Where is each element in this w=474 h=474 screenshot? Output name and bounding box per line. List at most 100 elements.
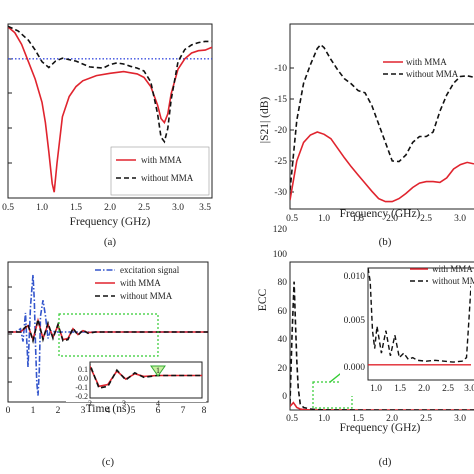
inset-ytick: -0.2 — [75, 392, 88, 401]
panel-c-xticks: 0 1 2 3 4 5 6 7 8 — [6, 406, 207, 416]
panel-b-legend: with MMA without MMA — [383, 57, 459, 79]
panel-d-inset-frame — [367, 267, 474, 381]
panel-b-ytick: -20 — [274, 126, 287, 136]
series-line-without-mma — [290, 281, 474, 410]
panel-a-xtick: 2.0 — [104, 203, 116, 213]
panel-b-xticks: 0.5 1.0 1.5 2.0 2.5 3.0 — [286, 214, 466, 224]
zoom-region-box — [58, 313, 159, 357]
panel-b-xtick: 1.0 — [318, 214, 330, 224]
panel-d-caption: (d) — [379, 456, 392, 468]
panel-a-plot-frame — [7, 23, 213, 199]
legend-label: with MMA — [141, 155, 182, 165]
panel-d-inset: 0.010 0.005 0.000 1.0 1.5 2.0 2.5 3.0 — [340, 266, 474, 396]
series-line-with-mma — [8, 26, 212, 193]
panel-b-ylabel: |S21| (dB) — [259, 97, 271, 144]
inset-series-line-without-mma — [368, 268, 471, 363]
legend-label: without MMA — [141, 173, 194, 183]
panel-d-inset-yticks: 0.010 0.005 0.000 — [344, 272, 366, 373]
panel-d-xtick: 1.0 — [318, 414, 330, 424]
panel-d-xtick: 1.5 — [352, 414, 364, 424]
panel-a-xtick: 3.0 — [172, 203, 184, 213]
panel-b-yticks: -10 -15 -20 -25 -30 — [274, 64, 287, 198]
panel-d-xlabel: Frequency (GHz) — [340, 422, 421, 434]
inset-ytick: 0.000 — [344, 363, 366, 373]
inset-xtick: 1.0 — [370, 384, 382, 394]
panel-d-legend: with MMA without MMA — [410, 264, 474, 286]
panel-d-xtick: 3.0 — [454, 414, 466, 424]
annotation-label: 1 — [156, 366, 160, 375]
panel-c-xtick: 3 — [81, 406, 86, 416]
panel-a: 0.5 1.0 1.5 2.0 2.5 3.0 3.5 Frequency (G… — [2, 23, 213, 248]
panel-b-ytick: -25 — [274, 157, 287, 167]
panel-c-inset: 0.1 0.0 -0.1 -0.2 2 3 4 1 — [66, 358, 206, 408]
panel-d-xtick: 2.0 — [386, 414, 398, 424]
panel-c-xtick: 5 — [131, 406, 136, 416]
panel-a-xtick: 2.5 — [138, 203, 150, 213]
panel-c-inset-frame — [89, 361, 203, 399]
panel-c-xtick: 8 — [202, 406, 207, 416]
series-line-without-mma — [8, 25, 212, 144]
legend-label: with MMA — [406, 57, 447, 67]
panel-d-ytick: 120 — [273, 225, 288, 235]
inset-xtick: 2.5 — [442, 384, 454, 394]
inset-ytick: 0.1 — [78, 365, 88, 374]
panel-a-caption: (a) — [104, 236, 117, 248]
legend-label: without MMA — [406, 69, 459, 79]
annotation-marker — [150, 365, 166, 377]
panel-c-xtick: 4 — [106, 406, 111, 416]
inset-xtick: 3 — [122, 399, 126, 408]
panel-a-xtick: 0.5 — [2, 203, 14, 213]
panel-c-inset-xticks: 2 3 4 — [88, 399, 160, 408]
panel-b-plot-frame — [289, 23, 474, 210]
panel-a-xtick: 3.5 — [199, 203, 211, 213]
panel-d-inset-xticks: 1.0 1.5 2.0 2.5 3.0 — [370, 384, 474, 394]
panel-d-ytick: 0 — [282, 392, 287, 402]
legend-label: without MMA — [120, 291, 173, 301]
panel-d-ytick: 20 — [278, 364, 288, 374]
legend-label: with MMA — [120, 278, 161, 288]
panel-d-ytick: 80 — [278, 278, 288, 288]
panel-c-ytick-marks — [8, 286, 12, 383]
panel-b-xtick: 2.5 — [420, 214, 432, 224]
panel-d-xtick: 0.5 — [286, 414, 298, 424]
panel-d-xtick: 2.5 — [420, 414, 432, 424]
panel-c-xtick: 2 — [56, 406, 61, 416]
panel-a-xtick: 1.0 — [36, 203, 48, 213]
panel-b-ytick: -10 — [274, 64, 287, 74]
panel-d-ytick: 40 — [278, 335, 288, 345]
panel-a-xticks: 0.5 1.0 1.5 2.0 2.5 3.0 3.5 — [2, 203, 211, 213]
series-line-without-mma — [290, 43, 474, 191]
panel-c-xtick: 6 — [156, 406, 161, 416]
panel-a-ytick-marks — [8, 58, 12, 164]
panel-b-ytick: -30 — [274, 188, 287, 198]
legend-label: excitation signal — [120, 265, 180, 275]
inset-xtick: 4 — [156, 399, 160, 408]
series-line-with-mma — [290, 401, 474, 410]
panel-b-xtick: 2.0 — [386, 214, 398, 224]
legend-label: with MMA — [432, 264, 473, 274]
panel-c: 0 1 2 3 4 5 6 7 8 Time (ns) excitation s… — [6, 261, 209, 468]
panel-c-caption: (c) — [102, 456, 115, 468]
panel-b-ytick: -15 — [274, 95, 287, 105]
panel-b-xlabel: Frequency (GHz) — [340, 208, 421, 220]
series-line-without-mma — [90, 362, 202, 390]
inset-xtick: 3.0 — [464, 384, 474, 394]
series-line-excitation-signal — [8, 274, 208, 396]
panel-b-caption: (b) — [379, 236, 392, 248]
inset-ytick: 0.0 — [78, 374, 88, 383]
series-line-with-mma — [8, 317, 208, 343]
panel-b-xtick: 0.5 — [286, 214, 298, 224]
panel-c-xtick: 0 — [6, 406, 11, 416]
panel-b-xtick: 1.5 — [352, 214, 364, 224]
panel-c-xtick: 1 — [31, 406, 36, 416]
panel-d-xticks: 0.5 1.0 1.5 2.0 2.5 3.0 — [286, 414, 466, 424]
panel-a-xtick: 1.5 — [70, 203, 82, 213]
panel-b: -10 -15 -20 -25 -30 0.5 1.0 1.5 2.0 2.5 … — [259, 23, 474, 248]
panel-c-xlabel: Time (ns) — [86, 403, 131, 415]
panel-d-yticks: 120 100 80 60 40 20 0 — [273, 225, 288, 402]
panel-d-ytick: 100 — [273, 250, 288, 260]
series-line-with-mma — [290, 131, 474, 203]
panel-d-ytick: 60 — [278, 307, 288, 317]
panel-c-inset-yticks: 0.1 0.0 -0.1 -0.2 — [75, 365, 88, 401]
